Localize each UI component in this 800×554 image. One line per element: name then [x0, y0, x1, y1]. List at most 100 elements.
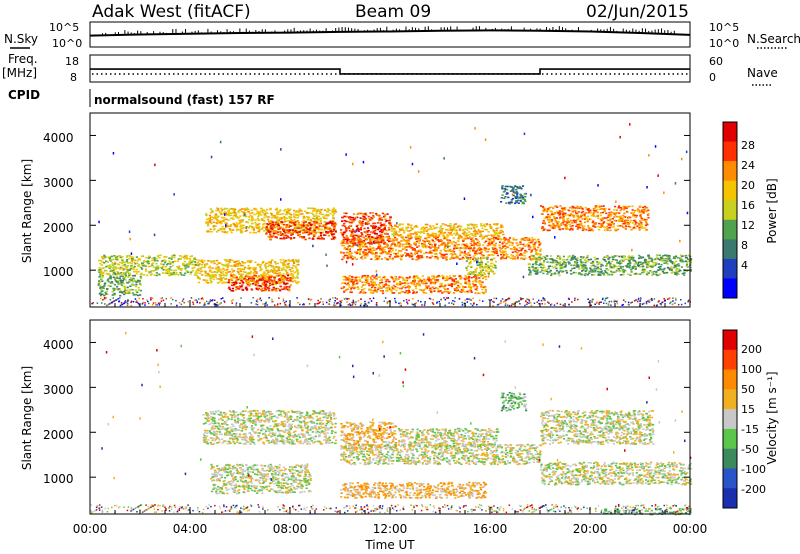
heatmap-cell: [362, 236, 365, 239]
heatmap-cell: [441, 223, 444, 225]
heatmap-cell: [615, 209, 618, 211]
heatmap-cell: [243, 266, 247, 269]
heatmap-cell: [398, 231, 401, 233]
heatmap-cell: [464, 238, 467, 240]
heatmap-cell: [547, 215, 550, 218]
heatmap-cell: [216, 271, 219, 274]
heatmap-cell: [622, 226, 625, 229]
heatmap-cell: [325, 230, 328, 233]
heatmap-cell: [603, 210, 606, 212]
heatmap-cell: [414, 250, 417, 252]
heatmap-cell: [331, 233, 334, 236]
heatmap-cell: [584, 206, 587, 209]
heatmap-cell: [342, 224, 345, 227]
heatmap-cell: [128, 280, 131, 282]
heatmap-cell: [112, 266, 115, 268]
heatmap-cell: [453, 282, 456, 284]
heatmap-cell: [284, 234, 287, 237]
heatmap-cell: [385, 219, 388, 222]
heatmap-cell: [272, 286, 275, 289]
heatmap-cell: [379, 234, 382, 237]
heatmap-cell: [259, 210, 262, 213]
heatmap-cell: [174, 273, 177, 276]
heatmap-cell: [408, 238, 411, 240]
heatmap-cell: [327, 234, 330, 237]
heatmap-cell: [292, 264, 295, 267]
heatmap-cell: [120, 284, 123, 286]
heatmap-cell: [323, 229, 326, 231]
heatmap-cell: [230, 268, 234, 271]
heatmap-cell: [611, 217, 614, 220]
heatmap-cell: [242, 211, 245, 213]
heatmap-cell: [453, 247, 456, 250]
heatmap-cell: [251, 277, 254, 279]
heatmap-cell: [577, 218, 580, 221]
heatmap-cell: [265, 280, 268, 283]
heatmap-cell: [358, 243, 361, 246]
heatmap-cell: [102, 287, 105, 290]
heatmap-cell: [235, 224, 238, 226]
heatmap-cell: [298, 210, 301, 213]
heatmap-cell: [380, 249, 383, 252]
heatmap-cell: [465, 276, 468, 278]
heatmap-cell: [265, 284, 268, 287]
heatmap-cell: [295, 210, 298, 212]
heatmap-cell: [394, 253, 397, 255]
heatmap-cell: [173, 254, 176, 257]
heatmap-cell: [342, 275, 345, 278]
heatmap-cell: [437, 280, 440, 283]
heatmap-cell: [240, 279, 243, 282]
heatmap-cell: [295, 260, 298, 263]
heatmap-cell: [456, 289, 460, 292]
heatmap-cell: [353, 217, 356, 220]
heatmap-cell: [287, 211, 290, 213]
heatmap-cell: [388, 286, 391, 289]
heatmap-cell: [476, 273, 480, 276]
heatmap-cell: [587, 212, 590, 214]
heatmap-cell: [391, 247, 394, 250]
heatmap-cell: [182, 264, 185, 266]
heatmap-cell: [577, 211, 580, 213]
heatmap-cell: [230, 274, 233, 277]
heatmap-cell: [366, 252, 369, 255]
heatmap-cell: [512, 238, 515, 241]
heatmap-cell: [421, 275, 424, 277]
heatmap-cell: [553, 216, 556, 218]
date-title: 02/Jun/2015: [586, 2, 689, 22]
heatmap-cell: [332, 211, 335, 214]
heatmap-cell: [476, 261, 480, 263]
heatmap-cell: [378, 237, 381, 240]
heatmap-cell: [459, 247, 462, 249]
heatmap-cell: [208, 230, 211, 233]
heatmap-cell: [328, 228, 331, 230]
heatmap-cell: [406, 242, 409, 244]
heatmap-cell: [470, 238, 473, 241]
heatmap-cell: [333, 210, 336, 212]
heatmap-cell: [597, 217, 600, 219]
heatmap-cell: [326, 226, 329, 229]
heatmap-cell: [493, 251, 496, 254]
heatmap-cell: [281, 226, 284, 229]
heatmap-cell: [221, 227, 224, 230]
heatmap-cell: [193, 257, 196, 259]
heatmap-cell: [398, 224, 401, 227]
heatmap-cell: [271, 283, 274, 286]
heatmap-cell: [599, 218, 602, 221]
heatmap-cell: [197, 264, 200, 267]
heatmap-cell: [346, 241, 349, 243]
heatmap-cell: [364, 257, 367, 259]
heatmap-cell: [220, 269, 223, 271]
heatmap-cell: [421, 290, 424, 293]
heatmap-cell: [554, 212, 557, 214]
heatmap-cell: [224, 207, 227, 210]
heatmap-cell: [147, 265, 150, 268]
heatmap-cell: [416, 282, 419, 285]
heatmap-cell: [401, 254, 404, 256]
heatmap-cell: [510, 254, 513, 256]
heatmap-cell: [211, 218, 214, 221]
heatmap-cell: [318, 210, 321, 212]
heatmap-cell: [332, 220, 335, 223]
heatmap-cell: [120, 291, 123, 293]
heatmap-cell: [478, 243, 481, 245]
power-panel: 4000 3000 2000 1000 Slant Range [km]: [20, 112, 693, 308]
